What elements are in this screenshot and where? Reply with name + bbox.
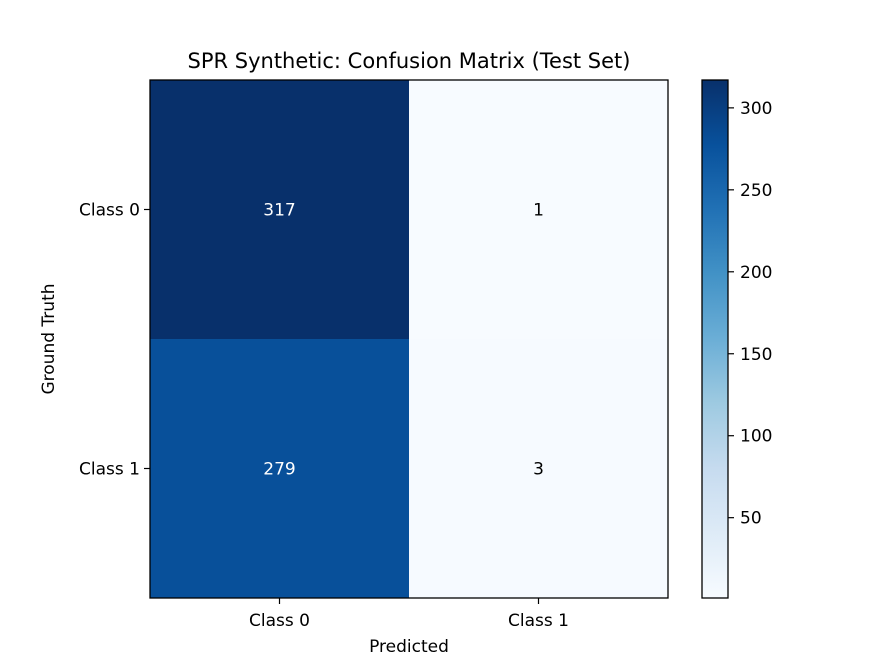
cell-value-label: 3 xyxy=(533,460,544,480)
plot-frame xyxy=(149,79,669,599)
colorbar-tick-label: 150 xyxy=(740,345,772,365)
heatmap-cell xyxy=(150,339,409,598)
heatmap-cells xyxy=(150,80,668,598)
x-tick-label: Class 0 xyxy=(249,611,310,631)
heatmap-cell xyxy=(409,339,668,598)
x-tick-label: Class 1 xyxy=(508,611,569,631)
y-tick-label: Class 0 xyxy=(79,201,140,221)
cell-value-label: 1 xyxy=(533,201,544,221)
chart-title: SPR Synthetic: Confusion Matrix (Test Se… xyxy=(188,49,631,73)
y-tick-label: Class 1 xyxy=(79,460,140,480)
heatmap-cell xyxy=(409,80,668,339)
colorbar-tick-label: 50 xyxy=(740,509,762,529)
cell-value-label: 279 xyxy=(263,460,295,480)
x-axis-ticks: Class 0 Class 1 xyxy=(249,598,569,631)
colorbar xyxy=(701,79,729,599)
cell-value-label: 317 xyxy=(263,201,295,221)
colorbar-tick-label: 200 xyxy=(740,263,772,283)
y-axis-ticks: Class 0 Class 1 xyxy=(79,201,150,480)
heatmap-cell xyxy=(150,80,409,339)
cell-value-labels: 317 1 279 3 xyxy=(263,201,544,480)
y-axis-label: Ground Truth xyxy=(39,283,59,394)
colorbar-tick-label: 300 xyxy=(740,99,772,119)
colorbar-tick-label: 250 xyxy=(740,181,772,201)
x-axis-label: Predicted xyxy=(369,637,449,657)
colorbar-tick-label: 100 xyxy=(740,427,772,447)
colorbar-ticks: 50 100 150 200 250 300 xyxy=(728,99,772,529)
